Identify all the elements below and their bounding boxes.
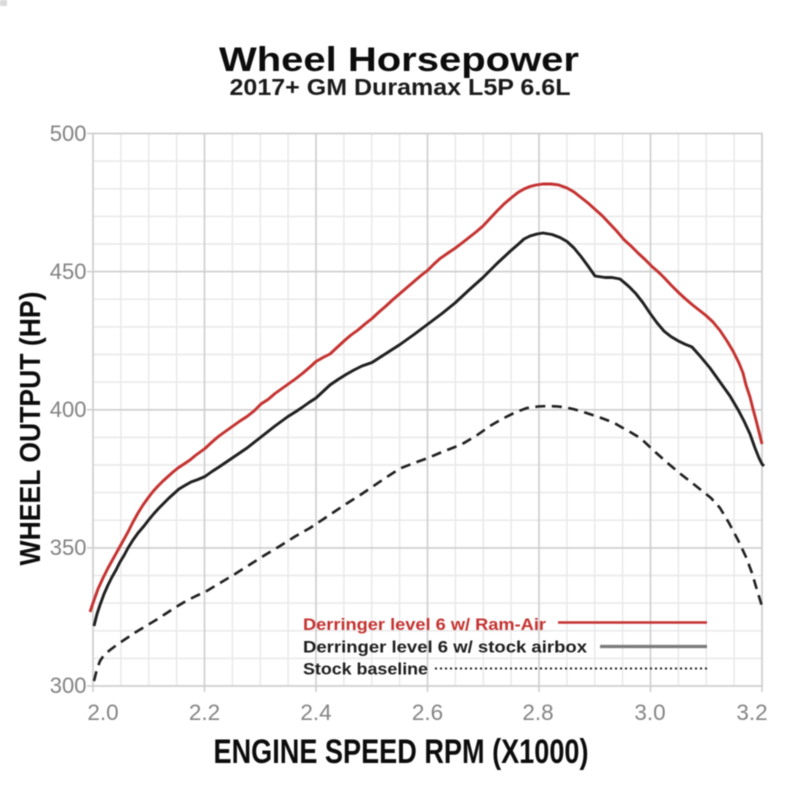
svg-text:350: 350 [50, 535, 87, 560]
svg-text:WHEEL OUTPUT (HP): WHEEL OUTPUT (HP) [15, 292, 47, 566]
svg-text:ENGINE SPEED RPM (X1000): ENGINE SPEED RPM (X1000) [214, 733, 589, 771]
svg-text:Derringer level 6 w/ stock air: Derringer level 6 w/ stock airbox [303, 638, 588, 657]
svg-text:Stock baseline: Stock baseline [303, 660, 428, 679]
svg-text:2.2: 2.2 [189, 700, 220, 725]
svg-text:2.8: 2.8 [522, 700, 553, 725]
svg-text:3.2: 3.2 [736, 700, 767, 725]
svg-text:450: 450 [50, 259, 87, 284]
svg-text:2.6: 2.6 [412, 700, 443, 725]
svg-text:Derringer level 6 w/ Ram-Air: Derringer level 6 w/ Ram-Air [303, 615, 546, 634]
svg-text:2017+ GM Duramax L5P 6.6L: 2017+ GM Duramax L5P 6.6L [230, 74, 571, 100]
svg-text:2.4: 2.4 [300, 700, 331, 725]
svg-text:400: 400 [50, 397, 87, 422]
svg-text:Wheel Horsepower: Wheel Horsepower [219, 41, 579, 79]
svg-text:300: 300 [50, 673, 87, 698]
svg-text:3.0: 3.0 [634, 700, 665, 725]
svg-text:2.0: 2.0 [87, 700, 118, 725]
svg-text:500: 500 [50, 121, 87, 146]
